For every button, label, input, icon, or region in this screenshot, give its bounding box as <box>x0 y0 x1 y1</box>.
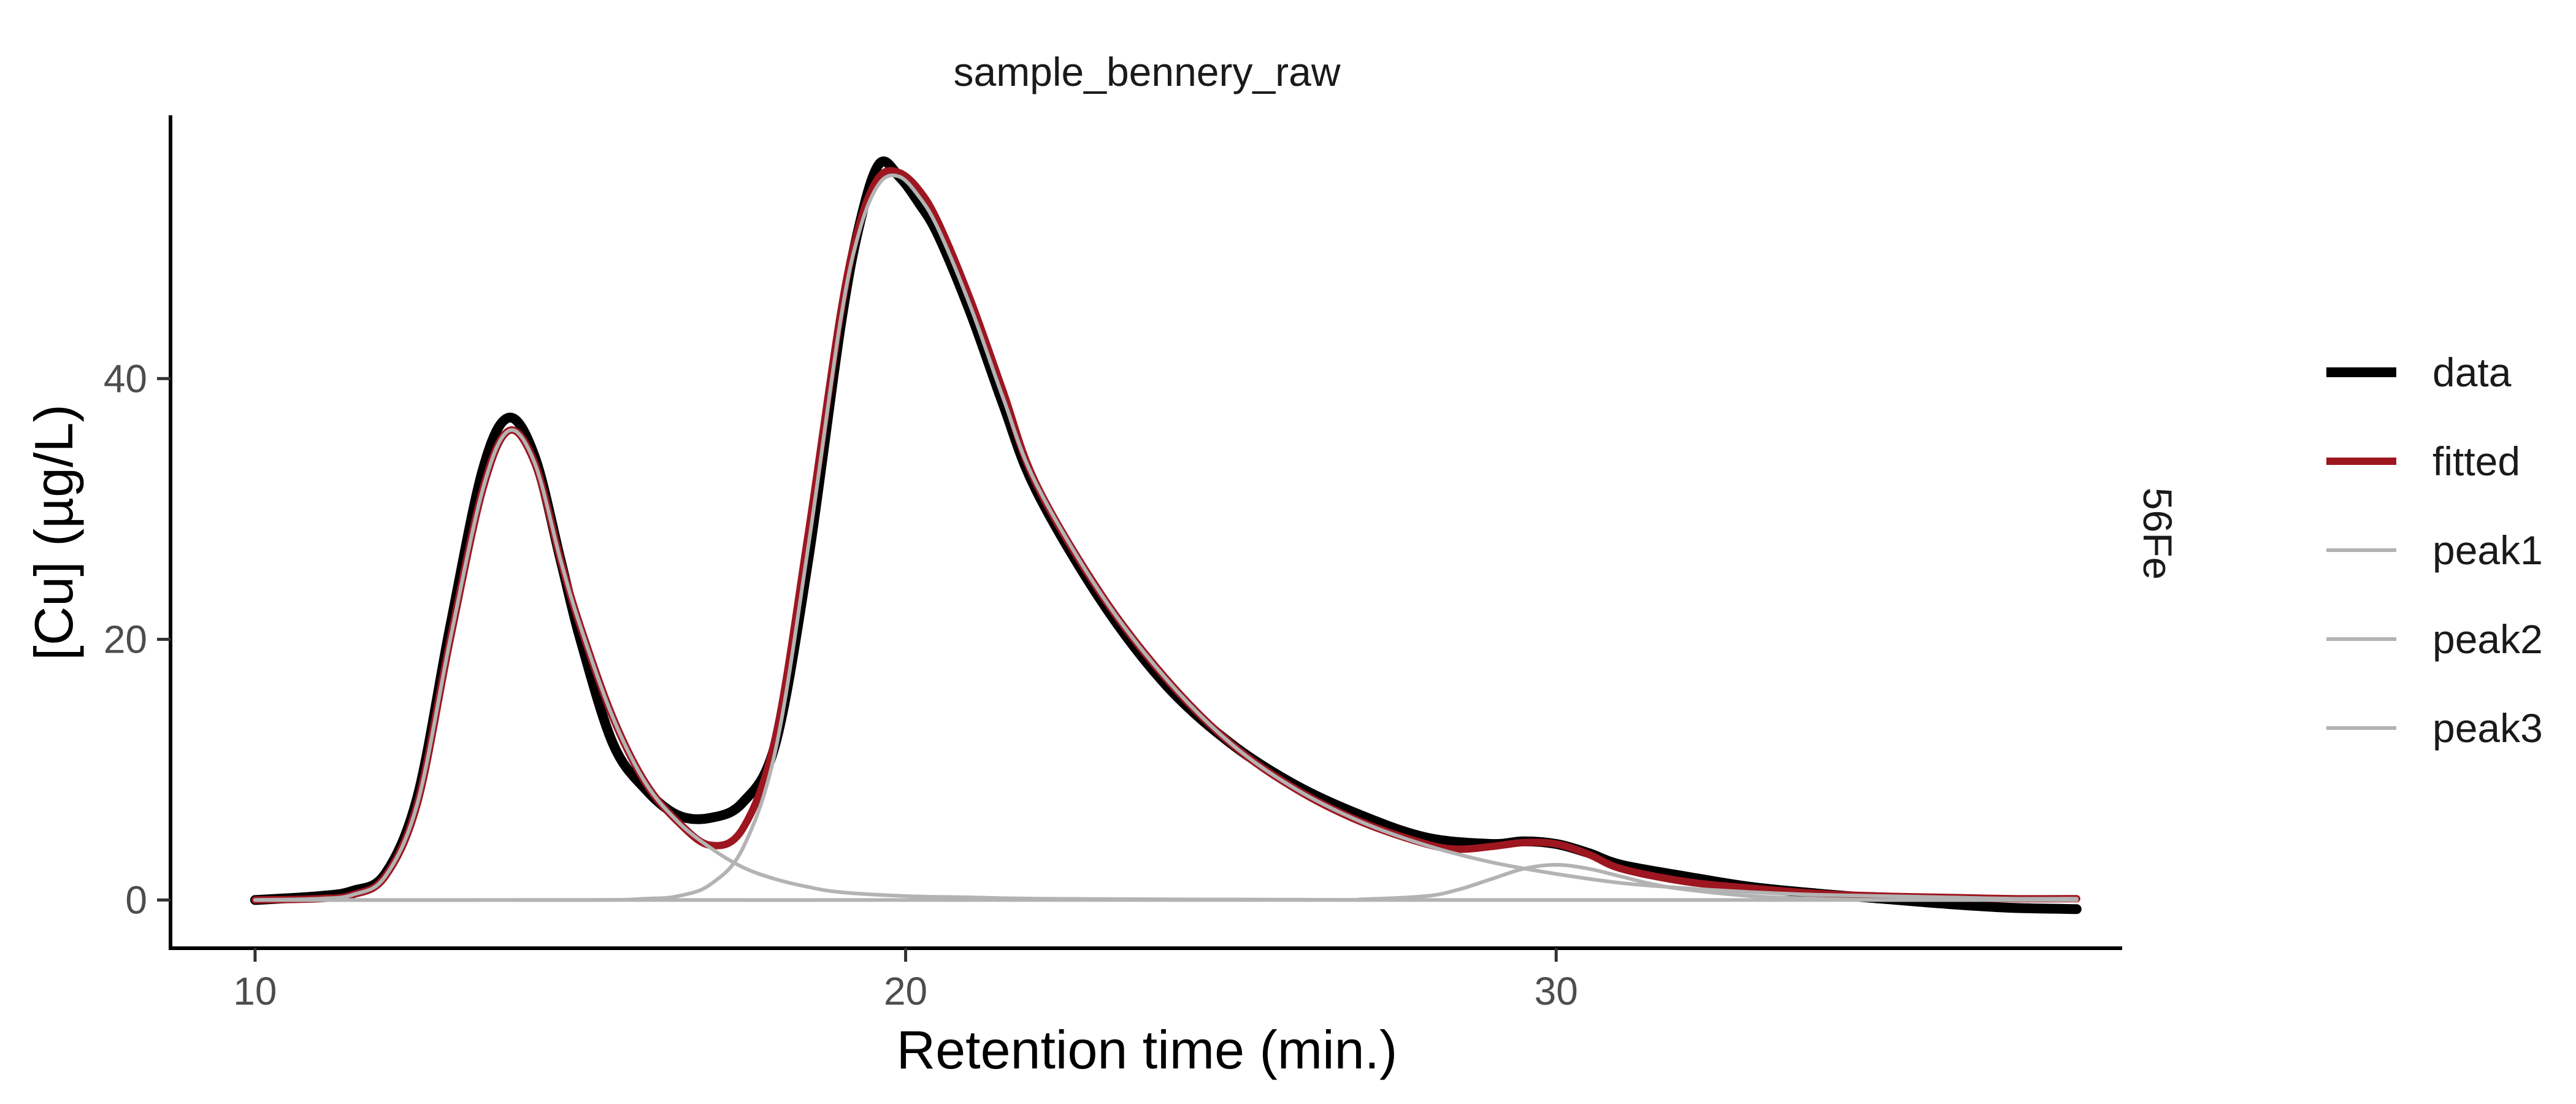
legend-label-data: data <box>2432 350 2512 395</box>
y-tick-label: 20 <box>104 617 147 661</box>
x-tick-label: 30 <box>1535 969 1578 1013</box>
series-line-peak3 <box>253 863 2079 902</box>
x-tick-label: 20 <box>884 969 927 1013</box>
y-axis-title: [Cu] (µg/L) <box>23 404 84 660</box>
legend-label-fitted: fitted <box>2432 439 2520 484</box>
series-line-peak2 <box>253 173 2079 902</box>
chart-title: sample_bennery_raw <box>953 49 1340 94</box>
y-axis-ticks: 0 20 40 <box>104 356 171 922</box>
y-tick-label: 0 <box>125 878 147 922</box>
x-axis-ticks: 10 20 30 <box>233 948 1578 1013</box>
series-line-peak1 <box>253 428 2079 902</box>
legend-label-peak2: peak2 <box>2432 616 2543 662</box>
legend-label-peak3: peak3 <box>2432 705 2543 751</box>
legend: data fitted peak1 peak2 peak3 <box>2326 350 2543 751</box>
series-layer <box>250 156 2082 914</box>
y-tick-label: 40 <box>104 356 147 401</box>
x-tick-label: 10 <box>233 969 277 1013</box>
facet-strip-label: 56Fe <box>2135 488 2180 580</box>
legend-label-peak1: peak1 <box>2432 527 2543 573</box>
x-axis-title: Retention time (min.) <box>897 1019 1398 1080</box>
